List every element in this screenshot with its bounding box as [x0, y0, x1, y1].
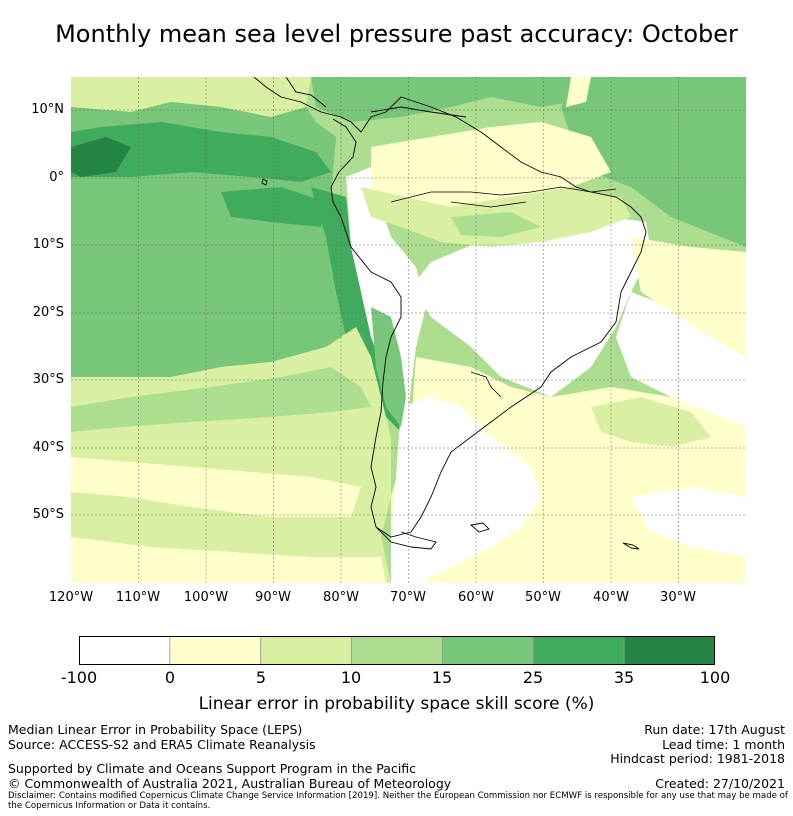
lat-label-40s: 40°S — [32, 440, 64, 455]
region-far-south-yellow — [71, 537, 386, 583]
lat-label-20s: 20°S — [32, 305, 64, 320]
colorbar-tick-minus100: -100 — [60, 668, 98, 687]
lat-label-10s: 10°S — [32, 237, 64, 252]
lon-label-90w: 90°W — [255, 590, 291, 605]
region-amazon-yellow — [371, 122, 611, 207]
lon-label-60w: 60°W — [458, 590, 494, 605]
region-pacific-dark-core — [71, 122, 331, 182]
lon-label-110w: 110°W — [115, 590, 161, 605]
region-andes-white — [346, 167, 426, 427]
colorbar-tick-5: 5 — [255, 668, 267, 687]
region-top-yellow-strip — [566, 77, 591, 107]
region-north-yellow — [71, 77, 311, 117]
region-brazil-white — [411, 217, 651, 397]
region-east-atlantic-white — [631, 487, 746, 557]
region-east-atlantic-yellow — [631, 237, 746, 357]
region-amazon-mid — [451, 212, 541, 237]
lon-label-120w: 120°W — [48, 590, 94, 605]
lon-label-30w: 30°W — [660, 590, 696, 605]
south-georgia — [622, 542, 640, 550]
south-america-coastline — [253, 77, 647, 538]
lon-label-100w: 100°W — [183, 590, 229, 605]
region-pacific-darkest — [71, 137, 131, 177]
colorbar-segments — [79, 636, 715, 665]
region-coastal-andes-green — [371, 307, 406, 427]
colorbar-tick-0: 0 — [164, 668, 176, 687]
tierra-del-fuego — [375, 526, 437, 550]
lat-label-50s: 50°S — [32, 507, 64, 522]
lon-label-50w: 50°W — [525, 590, 561, 605]
colorbar-segment — [260, 636, 352, 665]
falkland-islands — [469, 522, 490, 533]
footer-run-date: Run date: 17th August — [644, 722, 785, 737]
rio-de-la-plata — [470, 371, 502, 398]
colorbar-frame — [79, 636, 715, 665]
skill-score-map — [71, 77, 746, 583]
region-south-pacific-band — [71, 367, 371, 432]
amazon-river — [390, 186, 617, 208]
colorbar-tick-25: 25 — [522, 668, 544, 687]
colorbar-title: Linear error in probability space skill … — [198, 694, 595, 714]
colorbar-tick-35: 35 — [613, 668, 635, 687]
lat-label-30s: 30°S — [32, 372, 64, 387]
region-south-pacific-yellow — [71, 457, 361, 517]
footer-support: Supported by Climate and Oceans Support … — [8, 761, 417, 776]
colorbar-tick-15: 15 — [431, 668, 453, 687]
footer-created: Created: 27/10/2021 — [655, 776, 785, 791]
colorbar-segment — [623, 636, 715, 665]
colorbar-segment — [442, 636, 534, 665]
footer-leps-label: Median Linear Error in Probability Space… — [8, 722, 303, 737]
footer-lead-time: Lead time: 1 month — [662, 737, 785, 752]
caribbean-coastline — [285, 77, 467, 118]
lon-label-40w: 40°W — [593, 590, 629, 605]
region-northeast-green — [561, 77, 746, 247]
chart-title: Monthly mean sea level pressure past acc… — [55, 20, 738, 48]
lon-label-70w: 70°W — [390, 590, 426, 605]
region-patagonia-white — [391, 397, 541, 583]
colorbar-tick-100: 100 — [699, 668, 731, 687]
lon-label-80w: 80°W — [323, 590, 359, 605]
colorbar-segment — [79, 636, 171, 665]
lat-label-0: 0° — [49, 170, 64, 185]
colorbar-tick-10: 10 — [340, 668, 362, 687]
region-atlantic-white — [616, 292, 746, 427]
colorbar-segment — [532, 636, 625, 665]
footer-copyright: © Commonwealth of Australia 2021, Austra… — [8, 776, 452, 791]
gridlines — [71, 77, 746, 583]
colorbar — [79, 636, 715, 665]
galapagos — [261, 178, 268, 186]
colorbar-segment — [169, 636, 262, 665]
region-south-atlantic-green-patches — [591, 397, 711, 447]
lat-label-10n: 10°N — [31, 102, 64, 117]
footer-source: Source: ACCESS-S2 and ERA5 Climate Reana… — [8, 737, 316, 752]
footer-disclaimer: Disclaimer: Contains modified Copernicus… — [8, 791, 788, 811]
footer-hindcast: Hindcast period: 1981-2018 — [610, 751, 785, 766]
colorbar-segment — [351, 636, 443, 665]
